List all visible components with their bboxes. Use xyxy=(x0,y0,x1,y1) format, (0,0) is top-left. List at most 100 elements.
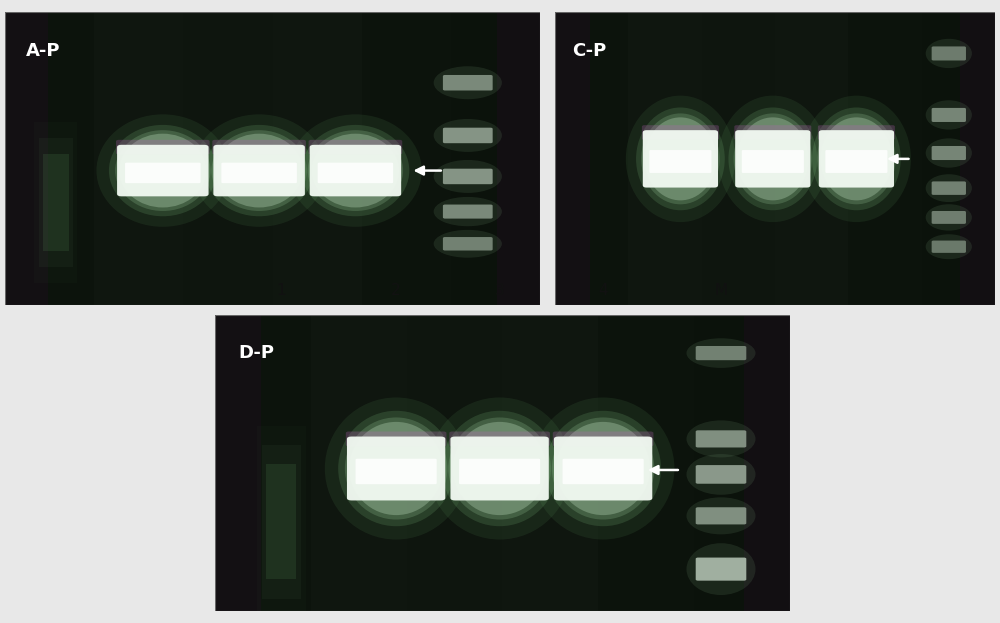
Bar xyxy=(272,12,362,305)
Bar xyxy=(628,12,702,305)
Ellipse shape xyxy=(325,397,467,540)
FancyBboxPatch shape xyxy=(443,169,493,184)
Ellipse shape xyxy=(641,113,720,204)
Ellipse shape xyxy=(718,95,827,222)
Bar xyxy=(848,12,922,305)
Bar xyxy=(407,315,502,611)
Bar xyxy=(5,12,48,305)
Ellipse shape xyxy=(289,115,422,227)
FancyBboxPatch shape xyxy=(346,432,446,446)
Ellipse shape xyxy=(302,125,409,216)
Ellipse shape xyxy=(926,234,972,259)
Bar xyxy=(960,12,995,305)
FancyBboxPatch shape xyxy=(696,558,746,581)
Bar xyxy=(183,12,272,305)
Ellipse shape xyxy=(119,134,206,207)
FancyBboxPatch shape xyxy=(742,150,804,173)
FancyBboxPatch shape xyxy=(735,130,810,188)
Ellipse shape xyxy=(453,422,546,515)
FancyBboxPatch shape xyxy=(554,437,652,500)
FancyBboxPatch shape xyxy=(932,108,966,122)
Ellipse shape xyxy=(205,125,313,216)
Ellipse shape xyxy=(626,95,735,222)
Bar xyxy=(497,12,540,305)
Ellipse shape xyxy=(349,422,443,515)
Bar xyxy=(5,12,94,305)
Bar xyxy=(215,315,261,611)
Ellipse shape xyxy=(532,397,674,540)
Text: D-P: D-P xyxy=(238,344,274,362)
Ellipse shape xyxy=(448,417,551,520)
Ellipse shape xyxy=(817,113,896,204)
FancyBboxPatch shape xyxy=(696,346,746,360)
FancyBboxPatch shape xyxy=(443,204,493,219)
Ellipse shape xyxy=(96,115,229,227)
Ellipse shape xyxy=(728,108,817,210)
Ellipse shape xyxy=(686,543,756,595)
Text: M: M xyxy=(714,283,728,298)
Text: C-P: C-P xyxy=(573,42,607,60)
Ellipse shape xyxy=(216,134,303,207)
Bar xyxy=(555,12,590,305)
FancyBboxPatch shape xyxy=(932,181,966,195)
Bar xyxy=(43,155,69,251)
Text: A-P: A-P xyxy=(26,42,61,60)
FancyBboxPatch shape xyxy=(213,145,305,196)
Text: 1: 1 xyxy=(276,283,286,298)
Bar xyxy=(215,315,311,611)
Bar xyxy=(744,315,790,611)
Ellipse shape xyxy=(926,138,972,168)
Ellipse shape xyxy=(645,117,716,201)
Ellipse shape xyxy=(556,422,650,515)
FancyBboxPatch shape xyxy=(450,437,549,500)
FancyBboxPatch shape xyxy=(932,146,966,160)
Ellipse shape xyxy=(636,108,725,210)
Ellipse shape xyxy=(686,454,756,495)
Bar xyxy=(922,12,995,305)
Ellipse shape xyxy=(686,338,756,368)
FancyBboxPatch shape xyxy=(932,47,966,60)
FancyBboxPatch shape xyxy=(356,459,437,484)
Text: 4: 4 xyxy=(598,283,608,298)
Ellipse shape xyxy=(338,411,454,526)
Ellipse shape xyxy=(686,421,756,457)
Bar xyxy=(555,12,628,305)
Text: 2: 2 xyxy=(391,283,401,298)
Ellipse shape xyxy=(345,417,447,520)
Bar xyxy=(502,315,598,611)
Ellipse shape xyxy=(686,497,756,535)
Ellipse shape xyxy=(434,197,502,226)
FancyBboxPatch shape xyxy=(642,125,719,140)
FancyBboxPatch shape xyxy=(819,130,894,188)
FancyBboxPatch shape xyxy=(443,237,493,250)
Ellipse shape xyxy=(434,160,502,193)
Ellipse shape xyxy=(312,134,399,207)
Bar xyxy=(598,315,694,611)
Ellipse shape xyxy=(434,66,502,99)
FancyBboxPatch shape xyxy=(310,145,401,196)
FancyBboxPatch shape xyxy=(696,430,746,447)
FancyBboxPatch shape xyxy=(117,145,209,196)
FancyBboxPatch shape xyxy=(563,459,644,484)
FancyBboxPatch shape xyxy=(309,140,402,155)
Bar xyxy=(266,464,296,579)
FancyBboxPatch shape xyxy=(347,437,445,500)
Bar xyxy=(262,445,301,599)
Ellipse shape xyxy=(109,125,217,216)
Ellipse shape xyxy=(428,397,571,540)
FancyBboxPatch shape xyxy=(649,150,711,173)
FancyBboxPatch shape xyxy=(825,150,887,173)
Bar xyxy=(694,315,790,611)
Ellipse shape xyxy=(926,204,972,231)
Ellipse shape xyxy=(442,411,558,526)
Bar xyxy=(257,426,306,618)
FancyBboxPatch shape xyxy=(696,465,746,483)
Text: 3: 3 xyxy=(495,283,504,298)
Ellipse shape xyxy=(734,113,812,204)
Bar xyxy=(311,315,407,611)
FancyBboxPatch shape xyxy=(459,459,540,484)
FancyBboxPatch shape xyxy=(449,432,550,446)
FancyBboxPatch shape xyxy=(125,163,201,183)
Bar xyxy=(362,12,451,305)
Bar xyxy=(34,122,77,283)
